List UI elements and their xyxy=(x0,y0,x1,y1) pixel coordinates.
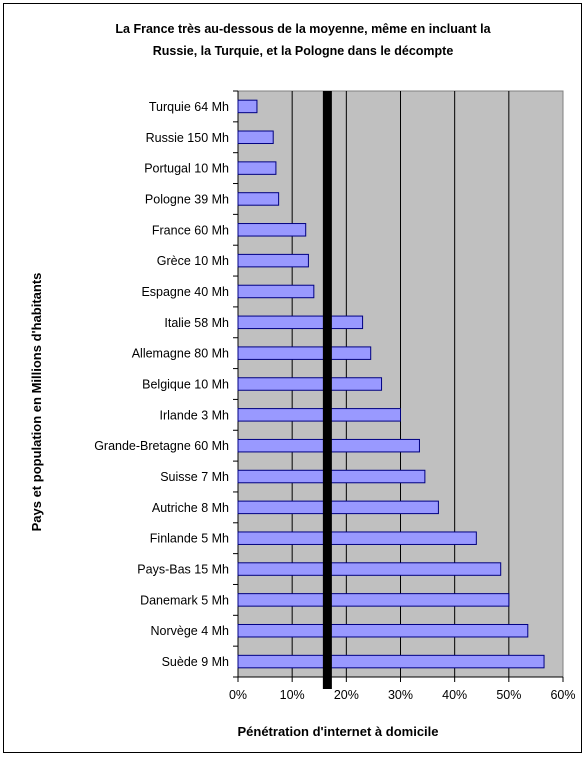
y-axis-title: Pays et population en Millions d'habitan… xyxy=(29,273,44,532)
category-label: Suède 9 Mh xyxy=(162,655,229,669)
category-label: Irlande 3 Mh xyxy=(160,408,230,422)
bar xyxy=(237,654,545,669)
x-tick-label: 10% xyxy=(280,688,305,702)
category-label: Finlande 5 Mh xyxy=(150,532,229,546)
bar xyxy=(237,223,307,237)
category-label: Pays-Bas 15 Mh xyxy=(137,563,229,577)
chart-title-line-1: La France très au-dessous de la moyenne,… xyxy=(115,22,491,36)
bar xyxy=(237,130,274,145)
x-tick-label: 30% xyxy=(388,688,413,702)
category-label: Danemark 5 Mh xyxy=(140,593,229,607)
x-axis-title: Pénétration d'internet à domicile xyxy=(237,724,438,739)
x-tick-label: 20% xyxy=(334,688,359,702)
category-label: Autriche 8 Mh xyxy=(152,501,229,515)
bar xyxy=(237,161,277,175)
category-label: Grèce 10 Mh xyxy=(157,254,229,268)
category-label: Allemagne 80 Mh xyxy=(132,347,229,361)
category-label: France 60 Mh xyxy=(152,223,229,237)
bar xyxy=(237,253,309,268)
bar xyxy=(237,531,477,545)
category-label: Espagne 40 Mh xyxy=(141,285,229,299)
x-tick-label: 40% xyxy=(442,688,467,702)
bar xyxy=(237,192,280,206)
category-label: Norvège 4 Mh xyxy=(150,624,229,638)
category-label: Grande-Bretagne 60 Mh xyxy=(94,439,229,453)
bar xyxy=(237,346,372,360)
chart-title-line-2: Russie, la Turquie, et la Pologne dans l… xyxy=(153,44,454,58)
x-tick-label: 0% xyxy=(229,688,247,702)
category-label: Suisse 7 Mh xyxy=(160,470,229,484)
bar xyxy=(237,99,258,114)
x-tick-label: 50% xyxy=(496,688,521,702)
category-label: Pologne 39 Mh xyxy=(145,192,229,206)
category-label: Belgique 10 Mh xyxy=(142,378,229,392)
bar xyxy=(237,315,364,330)
bar xyxy=(237,562,502,576)
bar xyxy=(237,623,529,638)
category-label: Turquie 64 Mh xyxy=(149,100,229,114)
category-label: Russie 150 Mh xyxy=(146,131,229,145)
bar xyxy=(237,284,315,299)
category-label: Portugal 10 Mh xyxy=(144,162,229,176)
category-label: Italie 58 Mh xyxy=(164,316,229,330)
bar xyxy=(237,500,439,515)
x-tick-labels: 0% 10% 20% 30% 40% 50% 60% xyxy=(229,677,576,702)
bar xyxy=(237,593,510,607)
bar xyxy=(237,408,401,422)
category-labels: Turquie 64 Mh Russie 150 Mh Portugal 10 Mh… xyxy=(94,100,229,669)
x-tick-label: 60% xyxy=(550,688,575,702)
bar xyxy=(237,377,383,391)
